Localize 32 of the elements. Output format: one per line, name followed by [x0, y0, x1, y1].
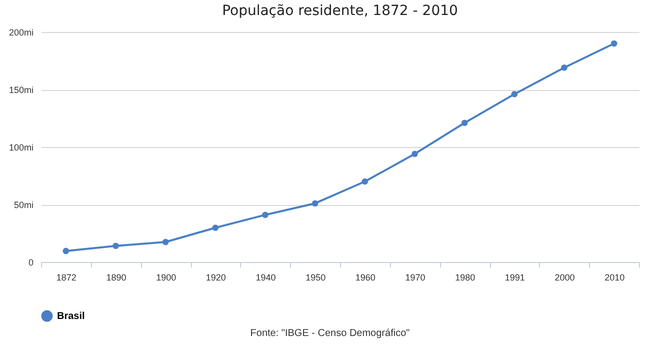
x-tick-label: 1980 [455, 272, 476, 282]
point [511, 90, 518, 98]
point [312, 200, 318, 207]
y-tick-label: 200mi [8, 28, 34, 38]
x-tick-label: 1920 [206, 272, 226, 282]
y-tick-label: 100mi [8, 142, 34, 152]
x-tick-label: 1940 [256, 272, 276, 282]
y-tick-label: 0 [28, 258, 34, 268]
point [561, 64, 568, 71]
x-tick-label: 1960 [355, 272, 376, 282]
x-tick-label: 1991 [504, 272, 525, 282]
point [112, 242, 119, 250]
point [412, 150, 418, 158]
source-note: Fonte: "IBGE - Censo Demográfico" [249, 328, 411, 339]
x-tick-label: 1900 [156, 272, 176, 282]
x-tick-label: 1872 [56, 272, 76, 282]
x-tick-label: 1950 [306, 272, 326, 282]
point [212, 224, 219, 231]
point [162, 238, 169, 246]
point [62, 248, 70, 254]
y-tick-label: 50mi [14, 200, 34, 210]
legend-label: Brasil [57, 311, 86, 322]
point [262, 212, 268, 218]
y-tick-label: 150mi [8, 85, 34, 95]
x-tick-label: 2010 [604, 272, 625, 282]
x-tick-label: 1970 [405, 272, 426, 282]
x-tick-label: 1890 [106, 272, 126, 282]
point [362, 178, 368, 185]
point [610, 40, 618, 47]
chart-title: População residente, 1872 - 2010 [222, 3, 458, 19]
x-tick-label: 2000 [554, 272, 575, 282]
point [461, 120, 468, 126]
